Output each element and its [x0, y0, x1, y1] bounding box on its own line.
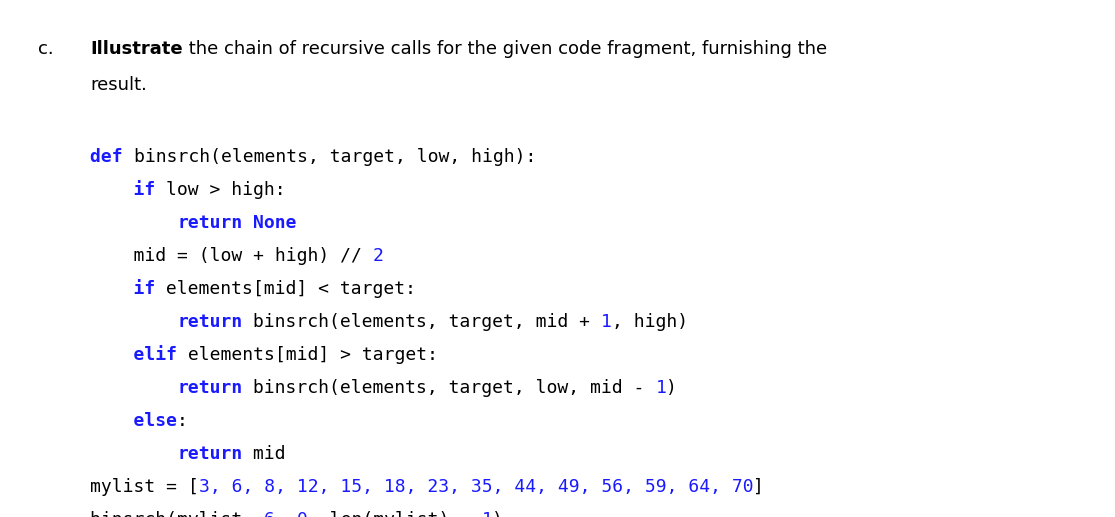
Text: return: return: [177, 379, 242, 397]
Text: 6: 6: [264, 511, 275, 517]
Text: ): ): [667, 379, 677, 397]
Text: :: :: [177, 412, 187, 430]
Text: return: return: [177, 313, 242, 331]
Text: Illustrate: Illustrate: [90, 40, 183, 58]
Text: elements[mid] < target:: elements[mid] < target:: [155, 280, 416, 298]
Text: 3, 6, 8, 12, 15, 18, 23, 35, 44, 49, 56, 59, 64, 70: 3, 6, 8, 12, 15, 18, 23, 35, 44, 49, 56,…: [198, 478, 754, 496]
Text: 0: 0: [297, 511, 308, 517]
Text: elif: elif: [90, 346, 177, 364]
Text: c.: c.: [38, 40, 54, 58]
Text: 2: 2: [372, 247, 384, 265]
Text: 1: 1: [482, 511, 493, 517]
Text: None: None: [253, 214, 297, 232]
Text: return: return: [177, 214, 242, 232]
Text: result.: result.: [90, 76, 147, 94]
Text: def: def: [90, 148, 134, 166]
Text: else: else: [90, 412, 177, 430]
Text: elements[mid] > target:: elements[mid] > target:: [177, 346, 438, 364]
Text: low > high:: low > high:: [166, 181, 285, 199]
Text: 1: 1: [656, 379, 667, 397]
Text: mylist = [: mylist = [: [90, 478, 198, 496]
Text: ]: ]: [754, 478, 764, 496]
Text: binsrch(elements, target, low, high):: binsrch(elements, target, low, high):: [134, 148, 536, 166]
Text: if: if: [90, 181, 166, 199]
Text: the chain of recursive calls for the given code fragment, furnishing the: the chain of recursive calls for the giv…: [183, 40, 826, 58]
Text: , high): , high): [612, 313, 688, 331]
Text: binsrch(mylist,: binsrch(mylist,: [90, 511, 264, 517]
Text: 1: 1: [601, 313, 612, 331]
Text: binsrch(elements, target, low, mid -: binsrch(elements, target, low, mid -: [242, 379, 656, 397]
Text: if: if: [90, 280, 155, 298]
Text: , len(mylist) -: , len(mylist) -: [308, 511, 482, 517]
Text: ,: ,: [275, 511, 297, 517]
Text: mid = (low + high) //: mid = (low + high) //: [90, 247, 372, 265]
Text: mid: mid: [242, 445, 285, 463]
Text: ): ): [493, 511, 503, 517]
Text: return: return: [177, 445, 242, 463]
Text: binsrch(elements, target, mid +: binsrch(elements, target, mid +: [242, 313, 601, 331]
